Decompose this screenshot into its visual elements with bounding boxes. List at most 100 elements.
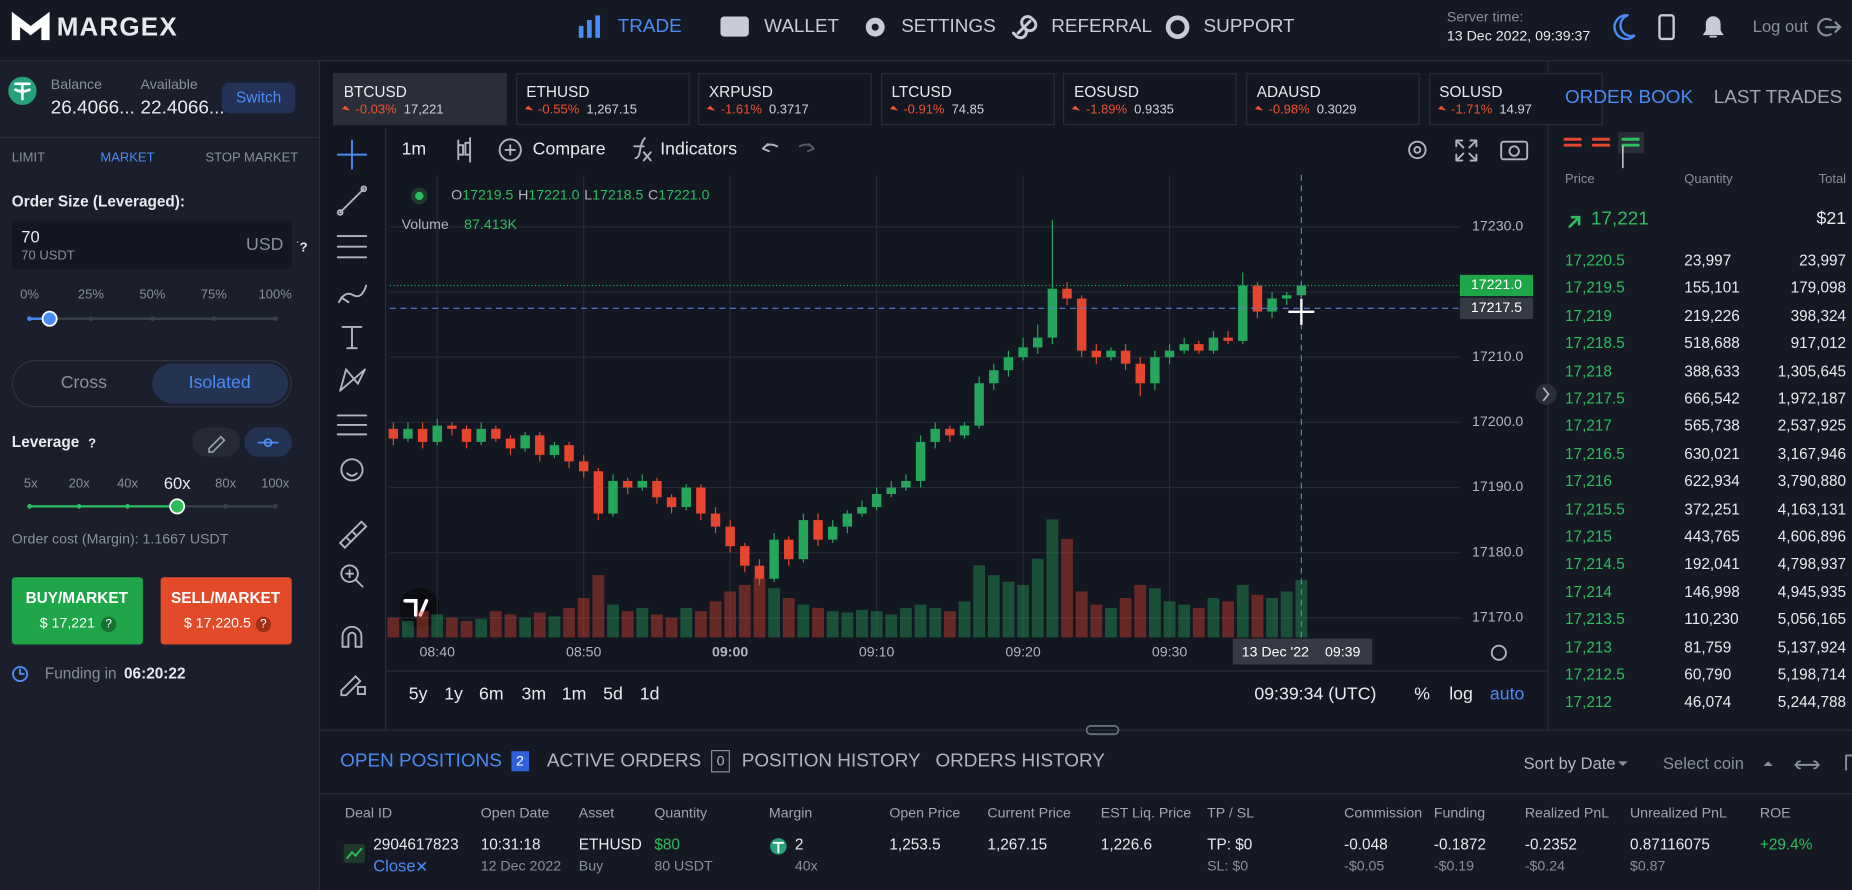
crosshair-price-label: 17217.5 <box>1471 300 1522 316</box>
bell-icon[interactable] <box>1702 16 1724 38</box>
down-arrow <box>707 105 716 114</box>
order-tab[interactable]: MARKET <box>100 151 155 166</box>
book-total: 23,997 <box>1799 251 1847 269</box>
volume-bar <box>1017 584 1029 638</box>
logout[interactable]: Log out <box>1752 16 1808 36</box>
logout-icon[interactable] <box>1817 17 1842 37</box>
volume-label: Volume <box>402 217 449 233</box>
candle-body <box>652 480 662 498</box>
ticker-symbol: EOSUSD <box>1074 82 1139 101</box>
volume-bar <box>694 611 707 638</box>
candle-body <box>681 487 691 508</box>
range[interactable]: 5y <box>408 684 428 705</box>
size-slider[interactable] <box>27 310 278 327</box>
theme-icon[interactable] <box>1613 14 1636 41</box>
label: Order cost (Margin): 1.1667 USDT <box>11 530 229 547</box>
coin-select[interactable]: Select coin <box>1663 753 1744 773</box>
ticker[interactable]: -0.91% 74.85 LTCUSD <box>880 73 1055 126</box>
label: 20x <box>68 476 90 491</box>
volume-value: 87.413K <box>464 217 517 233</box>
ticker[interactable]: -0.98% 0.3029 ADAUSD <box>1246 73 1420 126</box>
leverage-slider[interactable] <box>27 498 278 515</box>
candle-body <box>578 461 589 472</box>
drawing-tools[interactable] <box>336 139 368 697</box>
volume-bar <box>1251 594 1264 638</box>
ticker-symbol: ADAUSD <box>1256 82 1321 101</box>
margin-toggle[interactable] <box>11 360 292 408</box>
order-tab[interactable]: LIMIT <box>11 151 46 166</box>
nav-item[interactable]: WALLET <box>764 16 840 37</box>
tab[interactable]: LAST TRADES <box>1713 87 1843 108</box>
nav-item[interactable]: REFERRAL <box>1051 16 1153 37</box>
scale-option[interactable]: % <box>1414 684 1430 705</box>
positions-tab[interactable]: ACTIVE ORDERS <box>546 750 702 772</box>
volume-bar <box>753 578 766 638</box>
candle-body <box>1164 350 1175 358</box>
ticker[interactable]: -0.55% 1,267.15 ETHUSD <box>515 73 690 126</box>
buy-button[interactable] <box>11 577 143 645</box>
tools-column <box>320 127 387 730</box>
volume-bar <box>504 614 517 638</box>
cell-sub: 40x <box>794 857 818 874</box>
nav-item[interactable]: SUPPORT <box>1203 16 1295 37</box>
cell: 1,267.15 <box>987 835 1048 854</box>
mobile-icon[interactable] <box>1658 14 1675 41</box>
label: 0% <box>20 287 39 303</box>
order-tab[interactable]: STOP MARKET <box>205 151 299 166</box>
nav-item[interactable]: SETTINGS <box>901 16 996 37</box>
candle-body <box>1047 288 1058 338</box>
ticker[interactable]: -1.71% 14.97 SOLUSD <box>1428 73 1603 126</box>
switch-button[interactable] <box>222 82 296 114</box>
range[interactable]: 1y <box>444 684 463 705</box>
scale-option[interactable]: log <box>1449 684 1473 705</box>
legend-dot <box>415 191 424 201</box>
book-quantity: 46,074 <box>1684 693 1732 711</box>
interval[interactable]: 1m <box>401 138 427 160</box>
tab[interactable]: ORDER BOOK <box>1564 87 1694 108</box>
range[interactable]: 3m <box>521 684 547 705</box>
x-tick-label: 09:20 <box>1005 644 1041 660</box>
volume-bar <box>885 614 898 638</box>
positions-tab[interactable]: ORDERS HISTORY <box>935 750 1105 772</box>
down-arrow <box>1072 105 1081 114</box>
book-quantity: 630,021 <box>1684 444 1740 463</box>
close-link[interactable]: Close <box>373 856 416 876</box>
label: 75% <box>200 287 227 303</box>
range[interactable]: 1m <box>561 684 587 705</box>
y-tick-label: 17170.0 <box>1472 610 1523 626</box>
indicators[interactable]: Indicators <box>660 138 738 160</box>
cell: 0.87116075 <box>1629 835 1710 854</box>
range[interactable]: 5d <box>603 684 623 705</box>
range[interactable]: 1d <box>639 684 660 705</box>
positions-tab[interactable]: POSITION HISTORY <box>741 750 921 772</box>
label[interactable]: Cross <box>60 372 107 393</box>
cell: -0.1872 <box>1433 835 1486 854</box>
compare[interactable]: Compare <box>532 138 606 160</box>
ticker[interactable]: -1.89% 0.9335 EOSUSD <box>1063 73 1238 126</box>
volume-bar <box>812 607 824 638</box>
column-header: ROE <box>1759 804 1791 821</box>
volume-bar <box>563 607 575 638</box>
positions-tab[interactable]: OPEN POSITIONS <box>340 750 502 772</box>
legend-key: O <box>451 188 462 204</box>
ticker[interactable]: -1.61% 0.3717 XRPUSD <box>698 73 872 126</box>
range[interactable]: 6m <box>479 684 504 705</box>
chart-toolbar-icons[interactable] <box>457 137 1529 661</box>
order-book-view-icons[interactable] <box>1563 132 1645 228</box>
order-size-input[interactable] <box>11 220 292 270</box>
scale-option[interactable]: auto <box>1489 684 1525 705</box>
nav-item[interactable]: TRADE <box>617 16 682 37</box>
book-quantity: 565,738 <box>1684 416 1740 435</box>
label: Quantity <box>1684 172 1733 187</box>
cell-sub: Buy <box>578 857 604 874</box>
sell-button[interactable] <box>160 577 292 645</box>
volume-bar <box>1192 607 1205 638</box>
candle-body <box>1091 350 1102 358</box>
label[interactable]: Switch <box>236 88 282 107</box>
book-quantity: 23,997 <box>1684 251 1732 269</box>
sort[interactable]: Sort by Date <box>1523 753 1616 773</box>
label[interactable]: Isolated <box>188 372 251 393</box>
candle-body <box>1208 337 1219 351</box>
divider <box>320 793 1852 795</box>
ticker[interactable]: -0.03% 17,221 BTCUSD <box>333 73 507 126</box>
